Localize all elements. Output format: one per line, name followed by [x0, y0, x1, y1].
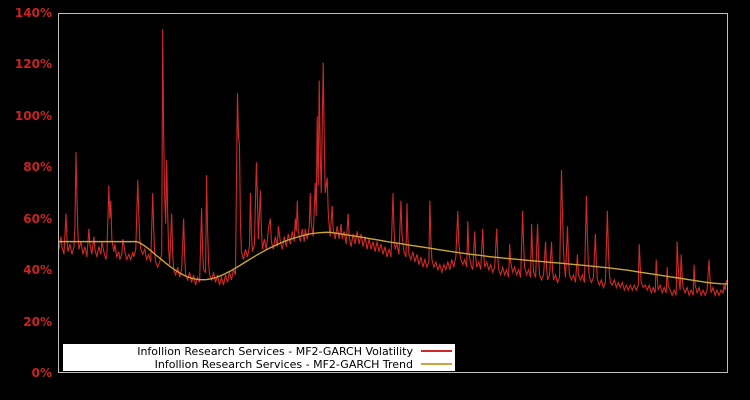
y-axis-tick-label: 80%	[23, 160, 52, 175]
y-axis-tick-label: 40%	[23, 263, 52, 278]
legend-label-volatility: Infollion Research Services - MF2-GARCH …	[137, 344, 413, 358]
y-axis-tick-label: 140%	[14, 6, 52, 20]
y-axis-tick-label: 120%	[14, 57, 52, 72]
volatility-line	[59, 29, 727, 298]
plot-svg	[59, 29, 727, 298]
y-axis: 0% 20% 40% 60% 80% 100% 120% 140%	[0, 0, 52, 400]
y-axis-tick-label: 100%	[14, 108, 52, 123]
legend-item-trend: Infollion Research Services - MF2-GARCH …	[155, 358, 452, 371]
trend-line	[59, 231, 727, 285]
y-axis-tick-label: 60%	[23, 211, 52, 226]
plot-area	[58, 13, 728, 373]
legend-item-volatility: Infollion Research Services - MF2-GARCH …	[137, 345, 452, 358]
trend-line-swatch	[421, 363, 452, 365]
legend: Infollion Research Services - MF2-GARCH …	[63, 344, 455, 371]
legend-label-trend: Infollion Research Services - MF2-GARCH …	[154, 357, 413, 371]
y-axis-tick-label: 0%	[31, 366, 52, 380]
volatility-line-swatch	[421, 350, 452, 352]
y-axis-tick-label: 20%	[23, 314, 52, 329]
